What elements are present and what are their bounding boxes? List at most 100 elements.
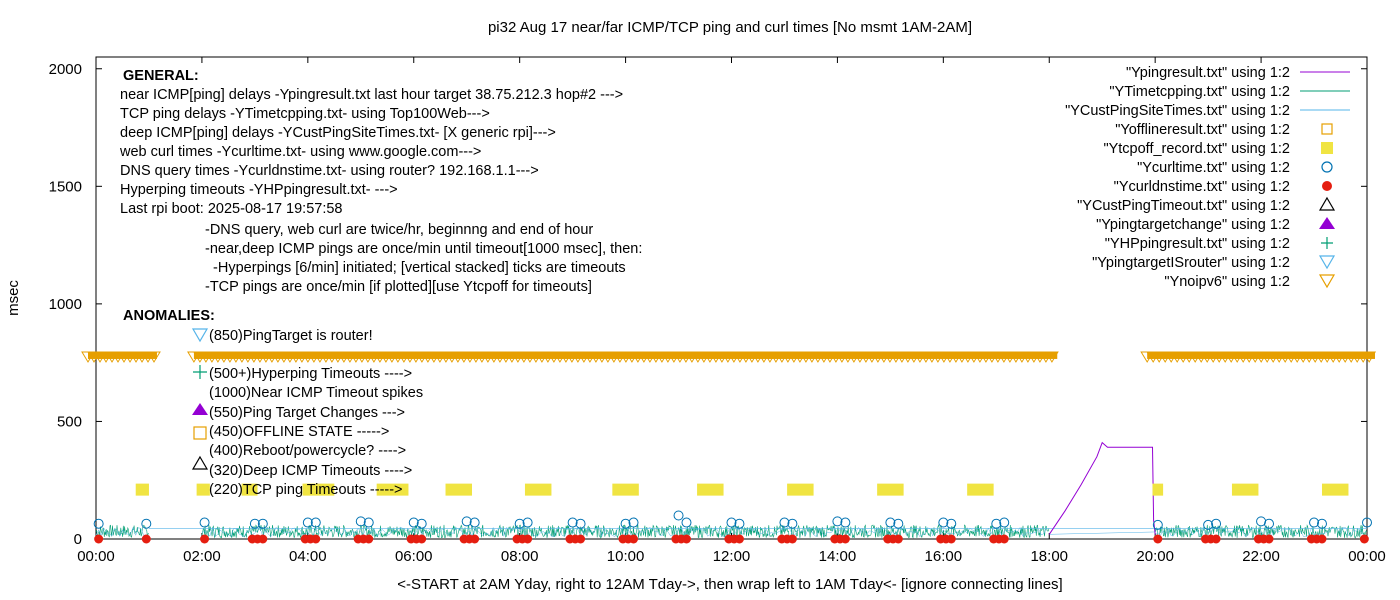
y-tick-label: 1500	[49, 178, 82, 195]
y-tick-label: 500	[57, 413, 82, 430]
curl-marker	[514, 518, 525, 529]
anomaly-line: (220)TCP ping Timeouts ----->	[209, 482, 403, 498]
anomaly-line: (450)OFFLINE STATE ----->	[209, 424, 389, 440]
general-line: deep ICMP[ping] delays -YCustPingSiteTim…	[120, 125, 556, 141]
series-line-pingresult	[1048, 441, 1156, 535]
x-tick-label: 12:00	[713, 548, 751, 565]
legend-label: "Ynoipv6" using 1:2	[1164, 274, 1290, 290]
legend-label: "Ypingresult.txt" using 1:2	[1126, 65, 1290, 81]
dns-marker	[681, 534, 691, 544]
x-tick-label: 02:00	[183, 548, 221, 565]
y-axis-label: msec	[5, 280, 22, 316]
legend-square-icon	[1321, 123, 1333, 135]
dns-marker	[840, 534, 850, 544]
annotation-block: GENERAL: near ICMP[ping] delays -Ypingre…	[119, 68, 642, 498]
dns-marker	[311, 534, 321, 544]
plus-icon	[193, 365, 207, 379]
tcpoff-marker	[196, 483, 210, 496]
legend: "Ypingresult.txt" using 1:2 "YTimetcpping…	[1065, 65, 1350, 290]
x-tick-label: 00:00	[77, 548, 115, 565]
dns-marker	[946, 534, 956, 544]
plot-series	[81, 351, 1377, 544]
anomaly-line: (850)PingTarget is router!	[209, 328, 373, 344]
curl-marker	[1309, 517, 1320, 528]
x-tick-label: 04:00	[289, 548, 327, 565]
curl-marker	[141, 518, 152, 529]
legend-label: "Yofflineresult.txt" using 1:2	[1115, 122, 1290, 138]
curl-marker	[249, 518, 260, 529]
x-tick-label: 16:00	[925, 548, 963, 565]
curl-marker	[938, 517, 949, 528]
curl-marker	[628, 517, 639, 528]
tcpoff-marker	[697, 483, 724, 496]
curl-marker	[567, 517, 578, 528]
curl-marker	[726, 517, 737, 528]
legend-triangle-down-icon	[1318, 255, 1336, 270]
y-tick-label: 0	[74, 531, 82, 548]
y-tick-label: 2000	[49, 61, 82, 78]
legend-label: "Ycurltime.txt" using 1:2	[1137, 160, 1290, 176]
x-tick-label: 00:00	[1348, 548, 1386, 565]
noipv6-band	[1147, 351, 1375, 359]
square-open-icon	[193, 426, 207, 440]
tcpoff-marker	[135, 483, 149, 496]
curl-marker	[199, 517, 210, 528]
curl-marker	[461, 516, 472, 527]
anomaly-line: (550)Ping Target Changes --->	[209, 405, 405, 421]
dns-marker	[1264, 534, 1274, 544]
curl-marker	[1264, 518, 1275, 529]
curl-marker	[522, 517, 533, 528]
x-tick-label: 10:00	[607, 548, 645, 565]
anomaly-line: (400)Reboot/powercycle? ---->	[209, 443, 406, 459]
curl-marker	[681, 517, 692, 528]
x-tick-label: 14:00	[819, 548, 857, 565]
curl-marker	[673, 510, 684, 521]
general-line: Hyperping timeouts -YHPpingresult.txt- -…	[120, 182, 398, 198]
tcpoff-marker	[1321, 483, 1349, 496]
curl-marker	[787, 518, 798, 529]
dns-marker	[258, 534, 268, 544]
curl-marker	[575, 518, 586, 529]
curl-marker	[408, 517, 419, 528]
curl-marker	[1362, 517, 1372, 528]
x-tick-label: 22:00	[1242, 548, 1280, 565]
legend-label: "Ycurldnstime.txt" using 1:2	[1114, 179, 1290, 195]
triangle-down-icon	[191, 328, 209, 343]
curl-marker	[991, 518, 1002, 529]
curl-marker	[885, 517, 896, 528]
dns-marker	[576, 534, 586, 544]
curl-marker	[1203, 519, 1214, 530]
curl-marker	[310, 517, 321, 528]
x-tick-label: 18:00	[1030, 548, 1068, 565]
curl-marker	[832, 516, 843, 527]
noipv6-marker	[1045, 351, 1059, 363]
noipv6-marker	[147, 351, 161, 363]
legend-label: "Ypingtargetchange" using 1:2	[1096, 217, 1290, 233]
curl-marker	[1316, 518, 1327, 529]
legend-triangle-icon	[1318, 196, 1336, 211]
anomaly-line: (1000)Near ICMP Timeout spikes	[209, 385, 423, 401]
dns-marker	[1211, 534, 1221, 544]
dns-marker	[523, 534, 533, 544]
noipv6-band	[193, 351, 1058, 359]
tcpoff-marker	[877, 483, 904, 496]
legend-plus-icon	[1321, 237, 1333, 249]
chart-title: pi32 Aug 17 near/far ICMP/TCP ping and c…	[488, 19, 972, 36]
curl-marker	[257, 518, 268, 529]
legend-triangle-filled-icon	[1319, 217, 1335, 229]
dns-marker	[893, 534, 903, 544]
tcpoff-marker	[612, 483, 639, 496]
x-tick-label: 08:00	[501, 548, 539, 565]
tcpoff-marker	[241, 483, 258, 496]
dns-marker	[1153, 534, 1163, 544]
tcpoff-marker	[1152, 483, 1164, 496]
dns-marker	[1359, 534, 1369, 544]
dns-marker	[787, 534, 797, 544]
anomalies-title: ANOMALIES:	[123, 308, 215, 324]
note-line: -TCP pings are once/min [if plotted][use…	[205, 279, 592, 295]
x-tick-label: 20:00	[1136, 548, 1174, 565]
x-tick-label: 06:00	[395, 548, 433, 565]
triangle-filled-icon	[192, 403, 208, 415]
anomaly-line: (500+)Hyperping Timeouts ---->	[209, 366, 412, 382]
legend-label: "YTimetcpping.txt" using 1:2	[1109, 84, 1290, 100]
